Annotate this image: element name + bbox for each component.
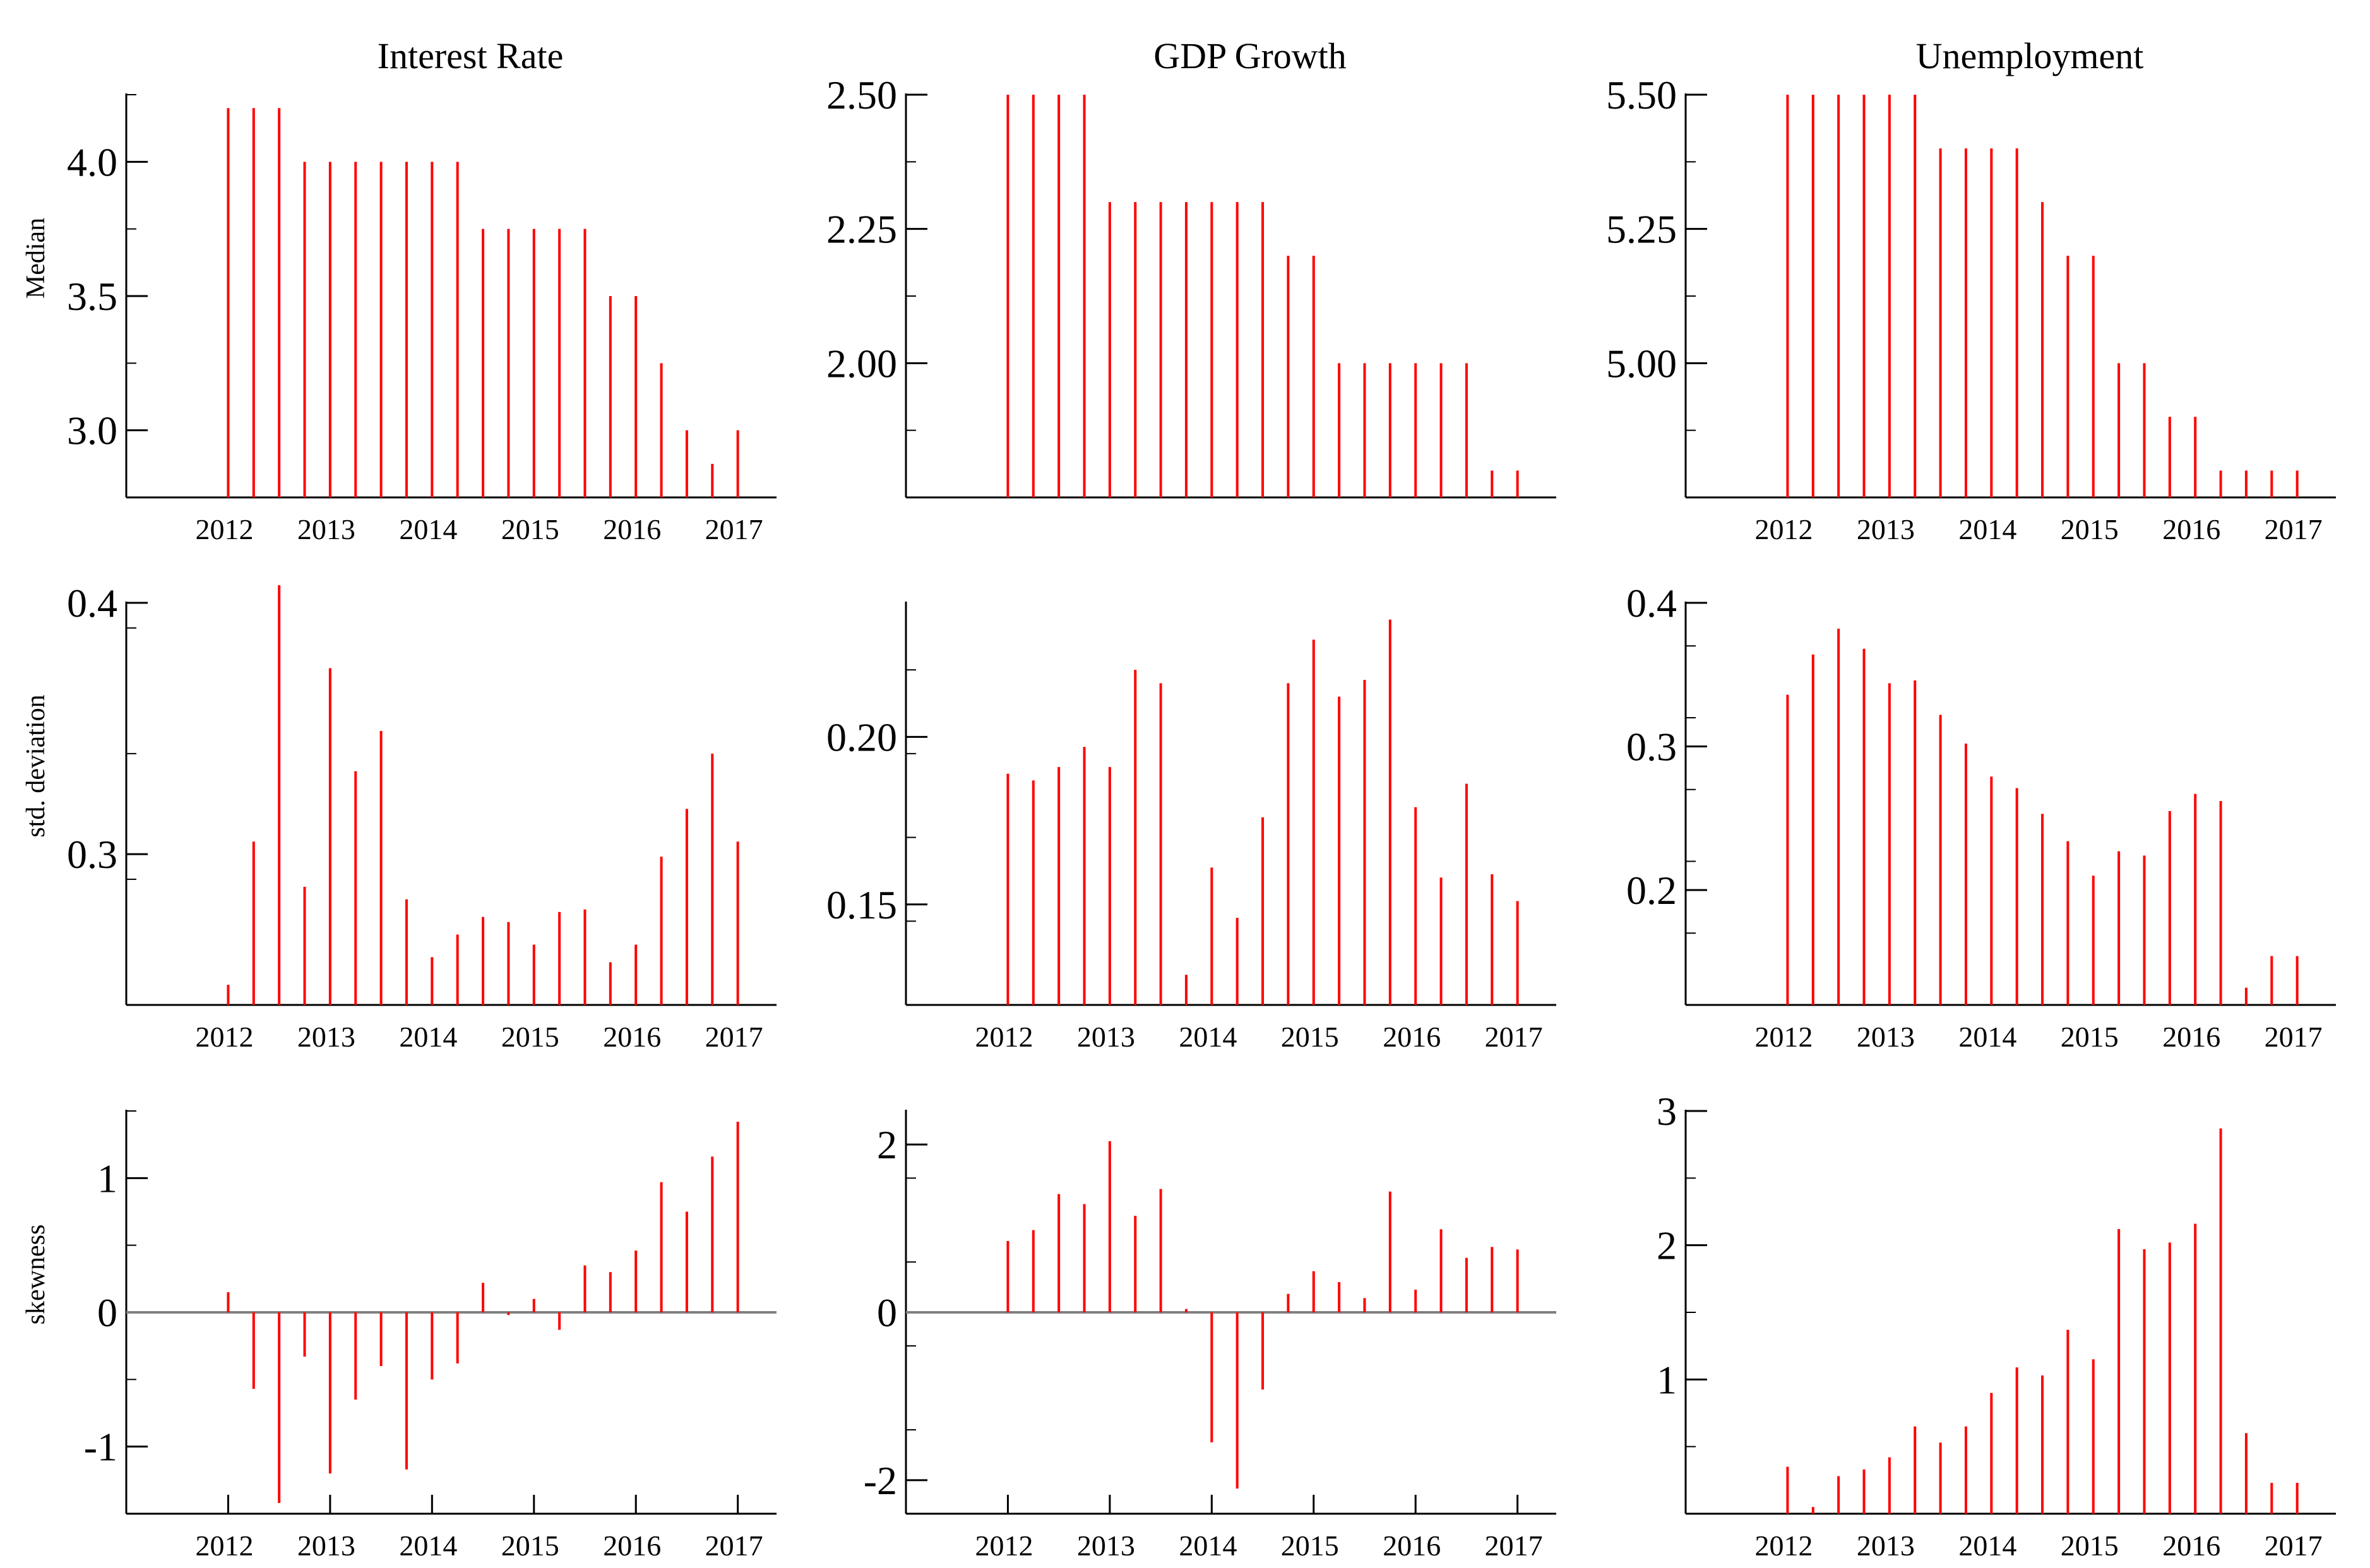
panel-title: Unemployment bbox=[1916, 35, 2144, 76]
y-tick-label: 0.15 bbox=[826, 882, 897, 927]
x-tick-label: 2016 bbox=[2162, 513, 2220, 545]
y-tick-label: 0.2 bbox=[1626, 868, 1677, 913]
x-tick-label: 2015 bbox=[1281, 1529, 1339, 1562]
x-tick-label: 2015 bbox=[2061, 1021, 2119, 1053]
y-tick-label: 4.0 bbox=[67, 140, 117, 184]
panel-7: 2 0 -2 2012 2013 2014 2015 2016 2017 bbox=[864, 1110, 1556, 1562]
y-tick-label: 0.3 bbox=[1626, 725, 1677, 769]
x-tick-label: 2016 bbox=[603, 1021, 661, 1053]
x-tick-label: 2017 bbox=[2265, 1529, 2323, 1562]
y-tick-label: 0.20 bbox=[826, 715, 897, 759]
x-tick-label: 2013 bbox=[1077, 1021, 1135, 1053]
x-tick-label: 2012 bbox=[975, 1021, 1033, 1053]
y-tick-label: 5.00 bbox=[1606, 341, 1677, 386]
panel-4: 0.20 0.15 2012 2013 2014 2015 2016 2017 bbox=[826, 602, 1556, 1053]
panel-3: 0.4 0.3 2012 2013 2014 2015 2016 2017 std. devia… bbox=[21, 581, 777, 1053]
panel-0: 4.0 3.5 3.0 2012 2013 2014 2015 2016 2017 Interes… bbox=[21, 35, 777, 545]
x-tick-label: 2017 bbox=[705, 1021, 763, 1053]
x-tick-label: 2013 bbox=[297, 1529, 355, 1562]
x-tick-label: 2013 bbox=[297, 1021, 355, 1053]
x-tick-label: 2017 bbox=[2265, 513, 2323, 545]
x-tick-label: 2016 bbox=[1383, 1529, 1441, 1562]
x-tick-label: 2014 bbox=[1958, 513, 2016, 545]
x-tick-label: 2014 bbox=[399, 1529, 457, 1562]
x-tick-label: 2012 bbox=[195, 1021, 253, 1053]
y-axis-label: std. deviation bbox=[21, 694, 51, 837]
x-tick-label: 2016 bbox=[2162, 1529, 2220, 1562]
x-tick-label: 2017 bbox=[705, 513, 763, 545]
y-tick-label: 0 bbox=[97, 1290, 117, 1335]
x-tick-label: 2017 bbox=[1485, 1529, 1543, 1562]
x-tick-label: 2013 bbox=[1857, 513, 1915, 545]
x-tick-label: 2016 bbox=[2162, 1021, 2220, 1053]
y-tick-label: 2.00 bbox=[826, 341, 897, 386]
y-tick-label: 0 bbox=[877, 1290, 897, 1335]
x-tick-label: 2017 bbox=[2265, 1021, 2323, 1053]
x-tick-label: 2013 bbox=[1077, 1529, 1135, 1562]
panel-8: 3 2 1 2012 2013 2014 2015 2016 2017 bbox=[1657, 1089, 2336, 1562]
x-tick-label: 2017 bbox=[1485, 1021, 1543, 1053]
y-tick-label: 5.25 bbox=[1606, 207, 1677, 252]
x-tick-label: 2014 bbox=[1179, 1529, 1237, 1562]
x-tick-label: 2016 bbox=[603, 1529, 661, 1562]
y-tick-label: 0.3 bbox=[67, 832, 117, 877]
x-tick-label: 2012 bbox=[975, 1529, 1033, 1562]
panel-title: Interest Rate bbox=[378, 35, 564, 76]
x-tick-label: 2012 bbox=[195, 513, 253, 545]
x-tick-label: 2015 bbox=[501, 1021, 559, 1053]
panel-5: 0.4 0.3 0.2 2012 2013 2014 2015 2016 2017 bbox=[1626, 581, 2336, 1053]
y-tick-label: 0.4 bbox=[1626, 581, 1677, 626]
panel-1: 2.50 2.25 2.00 GDP Growth bbox=[826, 35, 1556, 499]
y-tick-label: -2 bbox=[864, 1458, 897, 1503]
x-tick-label: 2015 bbox=[2061, 513, 2119, 545]
y-tick-label: 1 bbox=[1657, 1357, 1677, 1402]
x-tick-label: 2017 bbox=[705, 1529, 763, 1562]
x-tick-label: 2012 bbox=[195, 1529, 253, 1562]
y-tick-label: 2 bbox=[877, 1122, 897, 1167]
x-tick-label: 2016 bbox=[603, 513, 661, 545]
x-tick-label: 2015 bbox=[2061, 1529, 2119, 1562]
x-tick-label: 2015 bbox=[501, 1529, 559, 1562]
y-axis-label: Median bbox=[21, 218, 51, 299]
x-tick-label: 2014 bbox=[1179, 1021, 1237, 1053]
panel-6: 1 0 -1 2012 2013 2014 2015 2016 2017 skewness bbox=[21, 1110, 777, 1562]
x-tick-label: 2015 bbox=[501, 513, 559, 545]
panel-2: 5.50 5.25 5.00 2012 2013 2014 2015 2016 2017 Unem… bbox=[1606, 35, 2336, 545]
x-tick-label: 2013 bbox=[1857, 1529, 1915, 1562]
y-tick-label: 2 bbox=[1657, 1223, 1677, 1268]
x-tick-label: 2014 bbox=[399, 513, 457, 545]
x-tick-label: 2013 bbox=[1857, 1021, 1915, 1053]
y-tick-label: 5.50 bbox=[1606, 73, 1677, 117]
y-tick-label: 2.50 bbox=[826, 73, 897, 117]
y-tick-label: 2.25 bbox=[826, 207, 897, 252]
y-tick-label: 3.5 bbox=[67, 274, 117, 319]
panel-title: GDP Growth bbox=[1153, 35, 1347, 76]
y-tick-label: 1 bbox=[97, 1156, 117, 1201]
y-tick-label: -1 bbox=[84, 1425, 117, 1470]
y-axis-label: skewness bbox=[21, 1225, 51, 1325]
y-tick-label: 3.0 bbox=[67, 408, 117, 453]
y-tick-label: 3 bbox=[1657, 1089, 1677, 1134]
x-tick-label: 2012 bbox=[1754, 1529, 1813, 1562]
x-tick-label: 2012 bbox=[1754, 513, 1813, 545]
x-tick-label: 2014 bbox=[399, 1021, 457, 1053]
y-tick-label: 0.4 bbox=[67, 581, 117, 626]
x-tick-label: 2016 bbox=[1383, 1021, 1441, 1053]
x-tick-label: 2012 bbox=[1754, 1021, 1813, 1053]
x-tick-label: 2013 bbox=[297, 513, 355, 545]
x-tick-label: 2015 bbox=[1281, 1021, 1339, 1053]
x-tick-label: 2014 bbox=[1958, 1021, 2016, 1053]
x-tick-label: 2014 bbox=[1958, 1529, 2016, 1562]
